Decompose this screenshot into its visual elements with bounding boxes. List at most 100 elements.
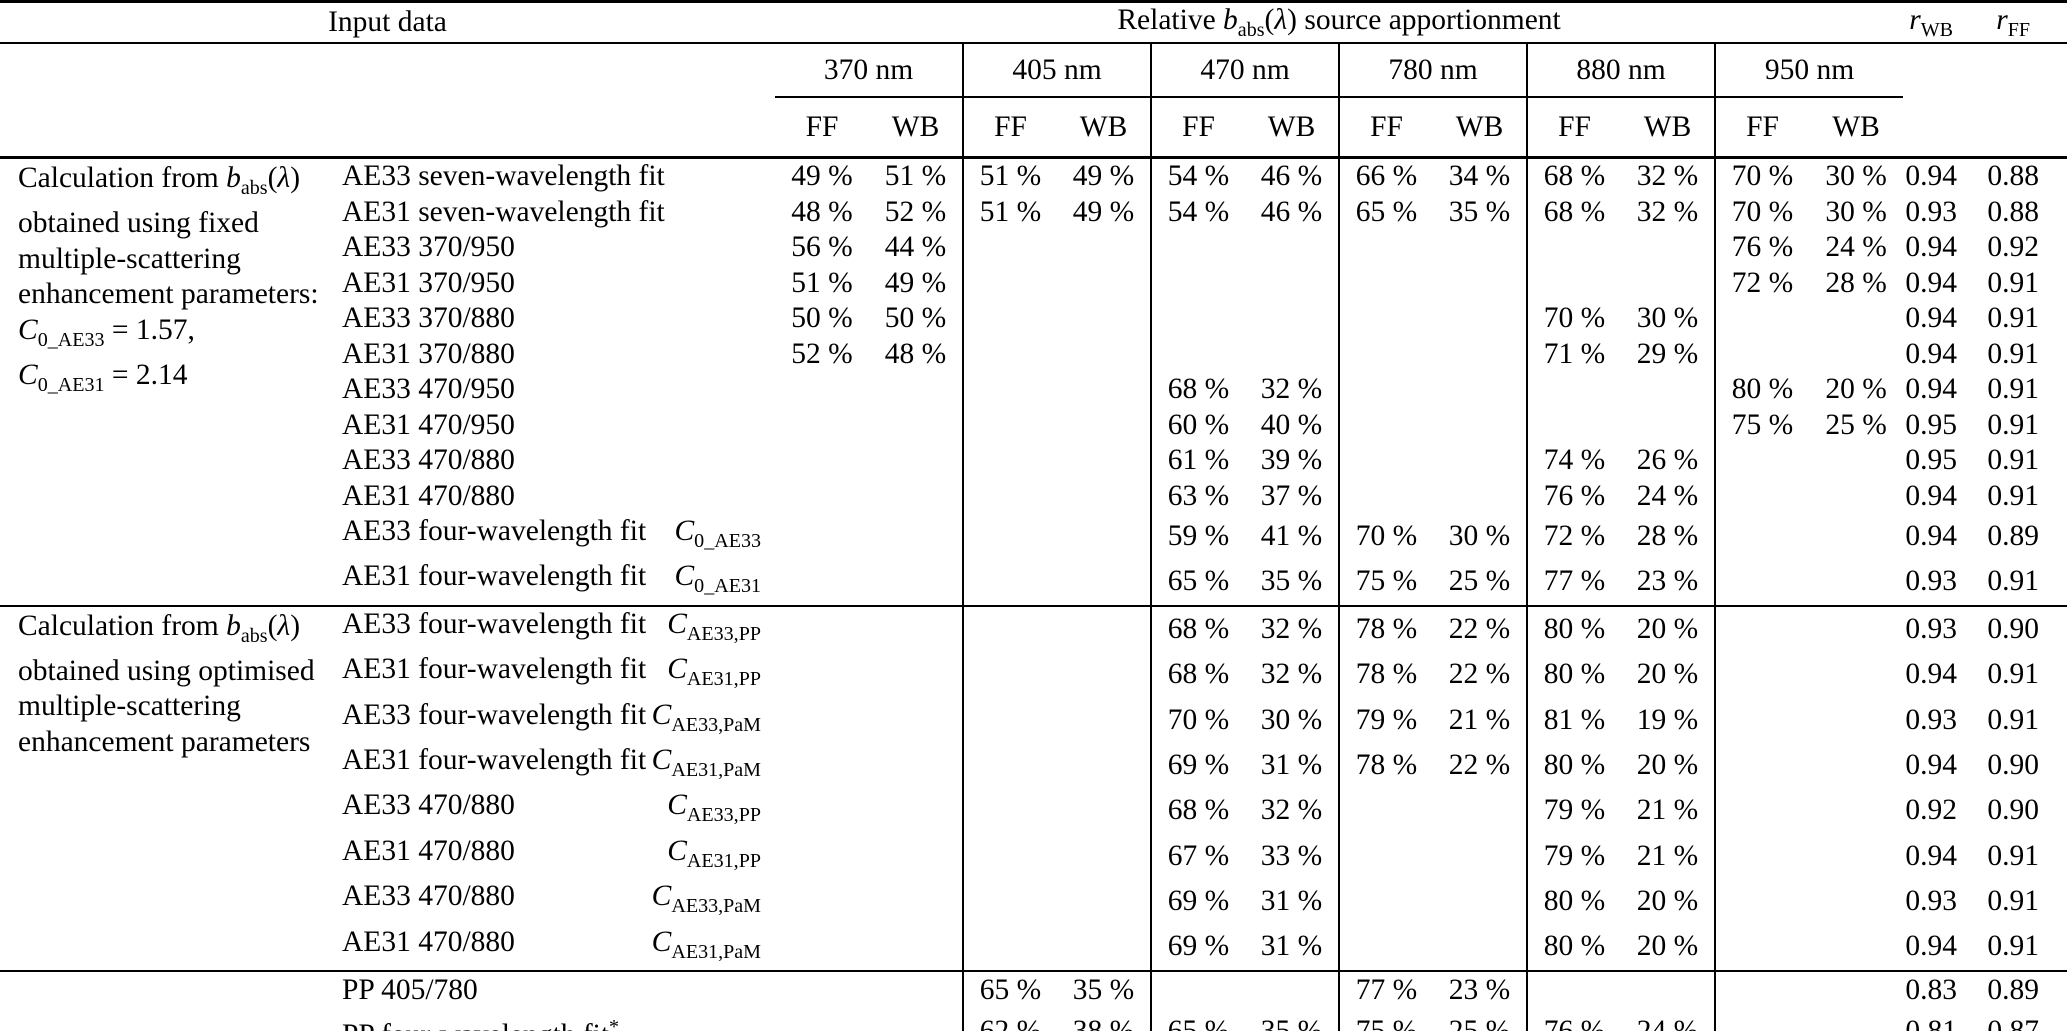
value-cell: 34 % [1448, 160, 1511, 192]
value-cell [1433, 337, 1527, 373]
ff-header: FF [1714, 97, 1809, 159]
table-row: AE31 four-wavelength fit CAE31,PP 68 % 32 %… [0, 652, 2067, 698]
table-row: AE33 four-wavelength fit C0_AE33 59 % 41 % 7… [0, 514, 2067, 560]
value-cell: 22 % [1448, 612, 1511, 645]
value-cell [1338, 788, 1433, 834]
r-wb-value: 0.92 [1905, 794, 1957, 827]
section-description [0, 971, 335, 1031]
wb-header: WB [1621, 97, 1715, 159]
table-row: AE31 470/950 60 % 40 % 75 % 25 % 0.95 0.91 [0, 407, 2067, 444]
value-cell [1714, 514, 1809, 560]
value-cell [1150, 265, 1245, 301]
value-cell [962, 230, 1057, 266]
row-label-cell: AE31 seven-wavelength fit [335, 195, 775, 231]
table-row: AE31 470/880 CAE31,PaM 69 % 31 % 80 % 20 % 0.9… [0, 924, 2067, 971]
row-label-cell: AE33 seven-wavelength fit [335, 158, 775, 195]
value-cell: 65 % [1150, 1008, 1245, 1031]
value-cell: 68 % [1150, 372, 1245, 408]
value-cell: 50 % [791, 302, 853, 334]
value-cell [1714, 970, 1809, 1009]
value-cell: 30 % [1825, 195, 1887, 228]
row-label-wrap: AE33 four-wavelength fit C0_AE33 [335, 514, 775, 559]
table-row: PP 405/780 65 % 35 % 77 % 23 % 0.83 0.89 [0, 970, 2067, 1009]
value-cell [1245, 301, 1339, 337]
row-label-cell: AE31 370/950 [335, 266, 775, 302]
row-label-cell: AE33 470/950 [335, 372, 775, 408]
value-cell [775, 698, 869, 743]
value-cell: 54 % [1150, 194, 1245, 230]
param-label: C0_AE33 [674, 515, 761, 552]
row-label: AE33 seven-wavelength fit [342, 160, 665, 192]
value-cell: 52 % [884, 195, 947, 228]
value-cell: 68 % [1526, 157, 1621, 195]
value-cell [1526, 265, 1621, 301]
value-cell [1245, 230, 1339, 266]
r-wb-value: 0.93 [1905, 612, 1957, 645]
value-cell: 78 % [1338, 652, 1433, 698]
value-cell [869, 408, 963, 444]
value-cell [1433, 834, 1527, 879]
value-cell [1714, 742, 1809, 789]
row-label: AE31 470/880 [342, 834, 515, 867]
r-wb-value: 0.93 [1905, 195, 1957, 228]
value-cell: 79 % [1526, 833, 1621, 880]
value-cell: 60 % [1150, 407, 1245, 443]
row-label: AE33 470/880 [342, 880, 515, 913]
value-cell [775, 606, 869, 652]
param-label: CAE31,PaM [651, 743, 761, 781]
wavelength-header: 950 nm [1713, 43, 1904, 98]
row-label-wrap: AE33 470/950 [335, 372, 775, 408]
value-cell: 70 % [1338, 514, 1433, 560]
value-cell [1057, 514, 1151, 559]
value-cell [775, 743, 869, 788]
value-cell: 41 % [1260, 519, 1323, 552]
row-label: PP 405/780 [342, 973, 478, 1006]
value-cell [869, 1009, 963, 1031]
value-cell [1338, 336, 1433, 372]
value-cell [962, 478, 1057, 514]
header-spacer [0, 43, 775, 97]
value-cell [1057, 925, 1151, 971]
table-row: AE33 370/950 56 % 44 % 76 % 24 % 0.94 0.92 [0, 230, 2067, 266]
value-cell [1809, 337, 1903, 373]
value-cell [1714, 605, 1809, 653]
wavelength-header: 405 nm [962, 43, 1151, 98]
value-cell [1057, 372, 1151, 408]
r-ff-value: 0.91 [1987, 930, 2039, 963]
value-cell [775, 408, 869, 444]
value-cell [1245, 337, 1339, 373]
row-label-wrap: AE33 four-wavelength fit CAE33,PaM [335, 698, 775, 743]
value-cell [1057, 301, 1151, 337]
row-label-cell: AE31 four-wavelength fit CAE31,PP [335, 652, 775, 697]
value-cell: 80 % [1526, 605, 1621, 653]
r-ff-value: 0.91 [1987, 565, 2039, 598]
value-cell [962, 265, 1057, 301]
row-label: AE31 470/880 [342, 925, 515, 958]
row-label-wrap: PP 405/780 [335, 972, 775, 1009]
r-wb-value: 0.81 [1905, 1014, 1957, 1031]
value-cell [1526, 230, 1621, 266]
value-cell: 44 % [884, 231, 947, 263]
value-cell [1057, 652, 1151, 697]
value-cell: 65 % [1150, 559, 1245, 606]
value-cell [962, 879, 1057, 925]
apportionment-header: Relative babs(λ) source apportionment [775, 1, 1904, 44]
value-cell [1433, 372, 1527, 408]
row-label-wrap: AE31 four-wavelength fit CAE31,PP [335, 652, 775, 697]
value-cell [1526, 407, 1621, 443]
table-row: AE33 four-wavelength fit CAE33,PaM 70 % 30 … [0, 697, 2067, 743]
value-cell [1809, 879, 1903, 924]
value-cell [775, 514, 869, 559]
value-cell [869, 698, 963, 743]
value-cell [1057, 559, 1151, 605]
value-cell [1621, 230, 1715, 266]
value-cell: 51 % [884, 160, 947, 192]
r-wb-value: 0.83 [1905, 973, 1957, 1006]
r-ff-value: 0.90 [1987, 794, 2039, 827]
value-cell: 30 % [1260, 703, 1323, 736]
value-cell: 56 % [791, 231, 853, 263]
row-label-wrap: AE31 470/950 [335, 408, 775, 444]
value-cell: 31 % [1260, 930, 1323, 963]
value-cell [1809, 788, 1903, 833]
value-cell [1433, 788, 1527, 833]
